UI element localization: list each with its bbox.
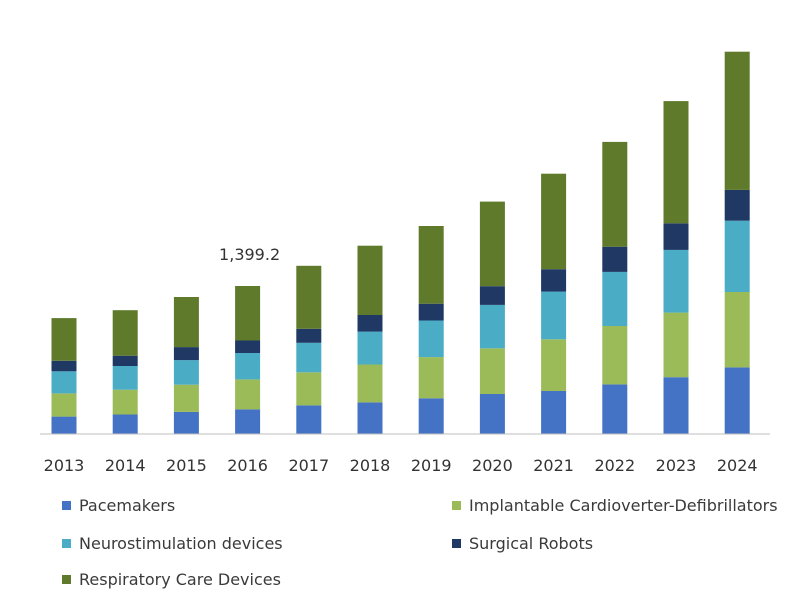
- x-tick-label-2017: 2017: [288, 456, 329, 475]
- legend-label-icd: Implantable Cardioverter-Defibrillators: [469, 496, 778, 515]
- bar-2021-neurostimulation-devices: [541, 291, 567, 340]
- bar-2014-neurostimulation-devices: [112, 366, 138, 390]
- legend-swatch-icd: [452, 501, 461, 510]
- bar-2017-surgical-robots: [296, 328, 322, 343]
- bar-2016-pacemakers: [235, 409, 261, 434]
- bar-2017-implantable-cardioverter-defibrillators: [296, 372, 322, 406]
- bar-2021-respiratory-care-devices: [541, 173, 567, 270]
- bar-2016-implantable-cardioverter-defibrillators: [235, 379, 261, 410]
- bar-2018-neurostimulation-devices: [357, 331, 383, 365]
- bar-2018-respiratory-care-devices: [357, 245, 383, 315]
- bar-2024-neurostimulation-devices: [724, 220, 750, 292]
- bar-2019-pacemakers: [418, 398, 444, 434]
- x-tick-label-2023: 2023: [656, 456, 697, 475]
- bar-2016-surgical-robots: [235, 340, 261, 353]
- x-tick-label-2021: 2021: [533, 456, 574, 475]
- bar-2013-pacemakers: [51, 416, 77, 434]
- bar-2013-surgical-robots: [51, 360, 77, 372]
- bar-group: [51, 51, 750, 434]
- bar-2020-pacemakers: [479, 394, 505, 434]
- bar-2021-pacemakers: [541, 391, 567, 434]
- bar-2022-respiratory-care-devices: [602, 141, 628, 247]
- bar-2014-surgical-robots: [112, 355, 138, 366]
- bar-2019-neurostimulation-devices: [418, 320, 444, 358]
- bar-2015-respiratory-care-devices: [173, 297, 199, 348]
- bar-2023-pacemakers: [663, 377, 689, 434]
- legend-item-surgical-robots: Surgical Robots: [452, 534, 593, 553]
- bar-2018-surgical-robots: [357, 315, 383, 332]
- bar-2023-implantable-cardioverter-defibrillators: [663, 312, 689, 378]
- bar-2023-neurostimulation-devices: [663, 249, 689, 313]
- x-tick-label-2016: 2016: [227, 456, 268, 475]
- legend-label-neurostimulation: Neurostimulation devices: [79, 534, 283, 553]
- bar-2021-implantable-cardioverter-defibrillators: [541, 339, 567, 391]
- bar-2022-pacemakers: [602, 384, 628, 434]
- bar-2020-respiratory-care-devices: [479, 201, 505, 287]
- bar-2015-neurostimulation-devices: [173, 360, 199, 385]
- bar-2017-respiratory-care-devices: [296, 265, 322, 329]
- bar-2023-surgical-robots: [663, 223, 689, 250]
- bar-2016-respiratory-care-devices: [235, 286, 261, 341]
- x-tick-label-2019: 2019: [411, 456, 452, 475]
- legend-label-respiratory: Respiratory Care Devices: [79, 570, 281, 589]
- x-tick-label-2022: 2022: [594, 456, 635, 475]
- bar-2014-pacemakers: [112, 414, 138, 434]
- data-label-2016: 1,399.2: [219, 245, 280, 264]
- bar-2015-pacemakers: [173, 411, 199, 434]
- bar-2024-surgical-robots: [724, 189, 750, 221]
- bar-2024-implantable-cardioverter-defibrillators: [724, 292, 750, 368]
- bar-2019-surgical-robots: [418, 303, 444, 321]
- legend-label-surgical-robots: Surgical Robots: [469, 534, 594, 553]
- bar-2017-neurostimulation-devices: [296, 342, 322, 373]
- stacked-bar-chart: 2013 2014 2015 2016 2017 2018 2019 2020 2021 2022…: [40, 51, 770, 475]
- bar-2020-implantable-cardioverter-defibrillators: [479, 348, 505, 394]
- legend-swatch-respiratory: [62, 575, 71, 584]
- bar-2020-surgical-robots: [479, 286, 505, 305]
- bar-2016-neurostimulation-devices: [235, 353, 261, 380]
- bar-2021-surgical-robots: [541, 269, 567, 292]
- legend-swatch-pacemakers: [62, 501, 71, 510]
- legend-label-pacemakers: Pacemakers: [79, 496, 176, 515]
- legend: Pacemakers Implantable Cardioverter-Defi…: [0, 490, 800, 600]
- bar-2020-neurostimulation-devices: [479, 304, 505, 349]
- bar-2018-pacemakers: [357, 402, 383, 434]
- bar-2024-pacemakers: [724, 367, 750, 434]
- bar-2022-implantable-cardioverter-defibrillators: [602, 326, 628, 385]
- x-tick-label-2024: 2024: [717, 456, 758, 475]
- bar-2024-respiratory-care-devices: [724, 51, 750, 190]
- bar-2019-implantable-cardioverter-defibrillators: [418, 357, 444, 399]
- x-tick-label-2020: 2020: [472, 456, 513, 475]
- bar-2015-implantable-cardioverter-defibrillators: [173, 384, 199, 412]
- bar-2015-surgical-robots: [173, 347, 199, 361]
- legend-item-neurostimulation: Neurostimulation devices: [62, 534, 283, 553]
- legend-item-icd: Implantable Cardioverter-Defibrillators: [452, 496, 778, 515]
- legend-swatch-neurostimulation: [62, 539, 71, 548]
- bar-2014-respiratory-care-devices: [112, 310, 138, 356]
- legend-item-pacemakers: Pacemakers: [62, 496, 175, 515]
- legend-item-respiratory: Respiratory Care Devices: [62, 570, 281, 589]
- bar-2023-respiratory-care-devices: [663, 101, 689, 224]
- x-tick-label-2015: 2015: [166, 456, 207, 475]
- x-tick-labels: 2013 2014 2015 2016 2017 2018 2019 2020 2021 2022…: [44, 456, 758, 475]
- annotations: 1,399.2: [219, 245, 280, 264]
- bar-2013-implantable-cardioverter-defibrillators: [51, 393, 77, 417]
- bar-2013-respiratory-care-devices: [51, 318, 77, 361]
- bar-2022-neurostimulation-devices: [602, 271, 628, 326]
- x-tick-label-2018: 2018: [350, 456, 391, 475]
- x-tick-label-2013: 2013: [44, 456, 85, 475]
- bar-2014-implantable-cardioverter-defibrillators: [112, 389, 138, 415]
- bar-2018-implantable-cardioverter-defibrillators: [357, 364, 383, 403]
- bar-2022-surgical-robots: [602, 246, 628, 272]
- bar-2013-neurostimulation-devices: [51, 371, 77, 394]
- bar-2017-pacemakers: [296, 405, 322, 434]
- x-tick-label-2014: 2014: [105, 456, 146, 475]
- bar-2019-respiratory-care-devices: [418, 226, 444, 304]
- legend-swatch-surgical-robots: [452, 539, 461, 548]
